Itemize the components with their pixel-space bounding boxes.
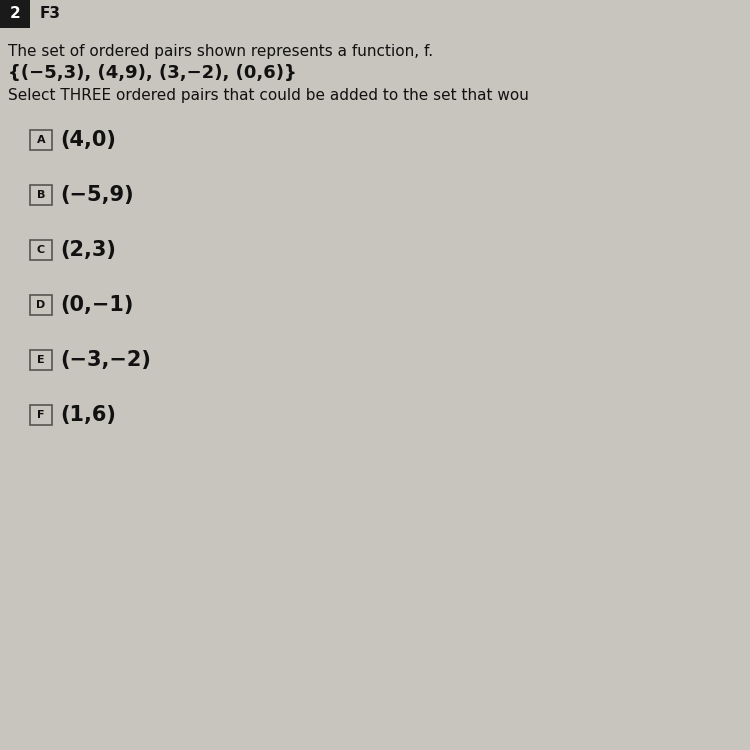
- Text: C: C: [37, 245, 45, 255]
- FancyBboxPatch shape: [30, 185, 52, 205]
- FancyBboxPatch shape: [30, 405, 52, 425]
- Text: 2: 2: [10, 7, 20, 22]
- Text: F3: F3: [40, 7, 61, 22]
- Text: D: D: [36, 300, 46, 310]
- Text: (−5,9): (−5,9): [60, 185, 134, 205]
- FancyBboxPatch shape: [30, 295, 52, 315]
- Text: A: A: [37, 135, 45, 145]
- Text: The set of ordered pairs shown represents a function, f.: The set of ordered pairs shown represent…: [8, 44, 433, 59]
- Text: Select THREE ordered pairs that could be added to the set that wou: Select THREE ordered pairs that could be…: [8, 88, 529, 103]
- Text: (1,6): (1,6): [60, 405, 116, 425]
- FancyBboxPatch shape: [30, 130, 52, 150]
- Text: (0,−1): (0,−1): [60, 295, 134, 315]
- Text: (4,0): (4,0): [60, 130, 116, 150]
- Text: (−3,−2): (−3,−2): [60, 350, 151, 370]
- FancyBboxPatch shape: [0, 0, 30, 28]
- Text: E: E: [38, 355, 45, 365]
- Text: (2,3): (2,3): [60, 240, 116, 260]
- FancyBboxPatch shape: [30, 350, 52, 370]
- Text: {(−5,3), (4,9), (3,−2), (0,6)}: {(−5,3), (4,9), (3,−2), (0,6)}: [8, 64, 297, 82]
- Text: B: B: [37, 190, 45, 200]
- FancyBboxPatch shape: [30, 240, 52, 260]
- Text: F: F: [38, 410, 45, 420]
